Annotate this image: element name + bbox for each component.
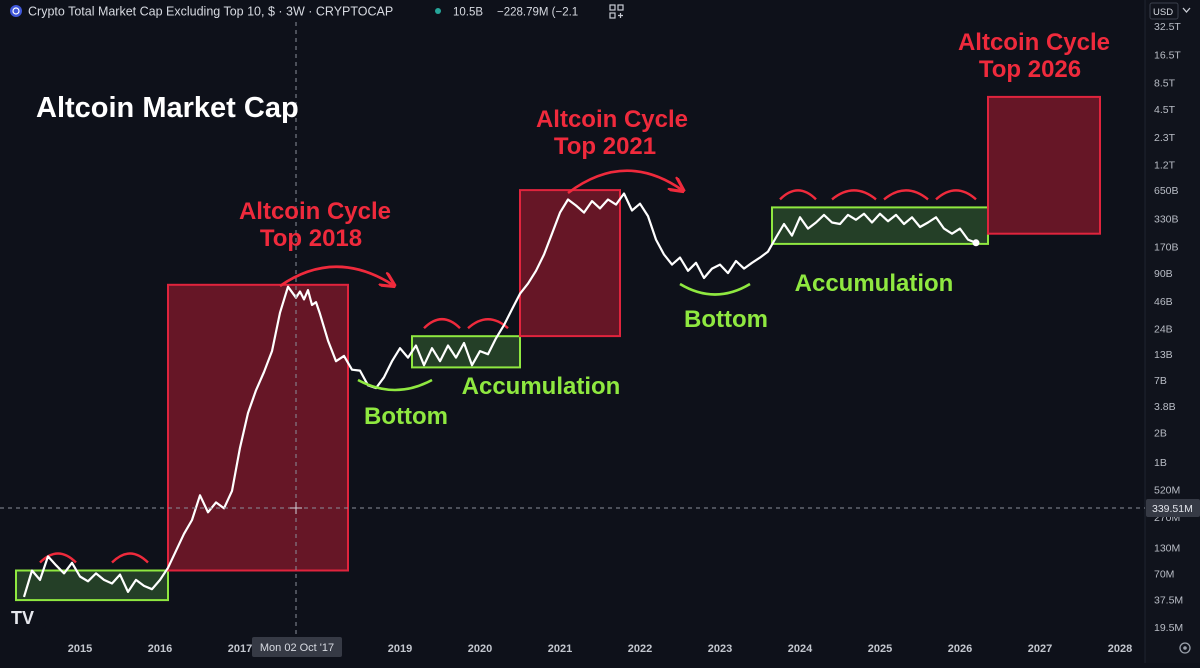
- y-tick-label: 330B: [1154, 214, 1179, 226]
- cycle-arc: [423, 318, 461, 330]
- label-accumulation-2: Accumulation: [795, 270, 954, 297]
- x-tick-label: 2027: [1028, 643, 1052, 655]
- last-price-dot: [972, 239, 980, 247]
- x-tick-label: 2024: [788, 643, 813, 655]
- y-tick-label: 2B: [1154, 428, 1167, 440]
- x-tick-label: 2019: [388, 643, 412, 655]
- crosshair-price-box: [1146, 499, 1200, 517]
- indicators-icon[interactable]: [609, 4, 624, 19]
- y-tick-label: 170B: [1154, 241, 1179, 253]
- cycle-arc: [39, 552, 77, 564]
- tradingview-logo: TV: [8, 607, 46, 629]
- label-top-2021-line1: Altcoin Cycle: [536, 106, 688, 133]
- cycle-arc: [935, 189, 977, 201]
- x-axis: 2015201620172018201920202021202220232024…: [68, 643, 1132, 655]
- zones-layer: [15, 95, 1101, 602]
- market-status-dot: [435, 8, 441, 14]
- y-tick-label: 46B: [1154, 296, 1173, 308]
- bottom-arc-1: [357, 378, 433, 392]
- last-value: 10.5B: [453, 7, 483, 19]
- cycle-arc: [883, 189, 929, 201]
- x-tick-label: 2028: [1108, 643, 1132, 655]
- crosshair-cursor-icon: [290, 502, 302, 514]
- label-top-2018-line2: Top 2018: [260, 225, 362, 252]
- y-tick-label: 520M: [1154, 484, 1180, 496]
- currency-label: USD: [1153, 7, 1173, 18]
- y-tick-label: 1.2T: [1154, 159, 1176, 171]
- currency-button[interactable]: [1149, 2, 1179, 20]
- y-tick-label: 1B: [1154, 457, 1167, 469]
- y-tick-label: 70M: [1154, 568, 1174, 580]
- cycle-arc: [111, 552, 149, 564]
- cycle-top-zone: [167, 283, 349, 572]
- arcs-layer: [39, 189, 977, 564]
- label-bottom-2: Bottom: [684, 306, 768, 333]
- x-tick-label: 2026: [948, 643, 972, 655]
- x-tick-label: 2025: [868, 643, 892, 655]
- y-tick-label: 4.5T: [1154, 104, 1176, 116]
- label-bottom-1: Bottom: [364, 403, 448, 430]
- chevron-down-icon[interactable]: [1182, 7, 1191, 13]
- y-tick-label: 3.8B: [1154, 401, 1176, 413]
- line-layer: [22, 192, 980, 598]
- accumulation-zone: [411, 335, 521, 369]
- cycle-arc: [779, 189, 817, 201]
- y-tick-label: 7B: [1154, 375, 1167, 387]
- x-tick-label: 2022: [628, 643, 652, 655]
- y-tick-label: 24B: [1154, 324, 1173, 336]
- cycle-arc: [831, 189, 877, 201]
- y-tick-label: 16.5T: [1154, 49, 1181, 61]
- y-tick-label: 90B: [1154, 268, 1173, 280]
- x-tick-label: 2015: [68, 643, 92, 655]
- y-tick-label: 13B: [1154, 349, 1173, 361]
- arrow-top-2021: [567, 169, 682, 195]
- y-tick-label: 19.5M: [1154, 622, 1183, 634]
- x-tick-label: 2016: [148, 643, 172, 655]
- price-scale-panel[interactable]: [1145, 0, 1200, 663]
- cycle-top-zone: [519, 189, 621, 338]
- y-tick-label: 2.3T: [1154, 132, 1176, 144]
- label-top-2021-line2: Top 2021: [554, 133, 656, 160]
- symbol-logo-ring: [12, 7, 20, 15]
- label-top-2026-line2: Top 2026: [979, 56, 1081, 83]
- y-tick-label: 650B: [1154, 185, 1179, 197]
- crosshair-price-label: 339.51M: [1152, 503, 1193, 515]
- bottom-arc-2: [679, 282, 751, 296]
- change-value: −228.79M (−2.1: [497, 7, 578, 19]
- y-tick-label: 32.5T: [1154, 21, 1181, 33]
- cycle-top-zone: [987, 95, 1101, 235]
- label-top-2018-line1: Altcoin Cycle: [239, 198, 391, 225]
- x-tick-label: 2023: [708, 643, 732, 655]
- symbol-title[interactable]: Crypto Total Market Cap Excluding Top 10…: [28, 5, 393, 19]
- label-top-2026-line1: Altcoin Cycle: [958, 29, 1110, 56]
- symbol-logo-icon[interactable]: [10, 5, 22, 17]
- y-tick-label: 8.5T: [1154, 77, 1176, 89]
- tradingview-logo-text: TV: [11, 608, 34, 628]
- label-accumulation-1: Accumulation: [462, 373, 621, 400]
- x-tick-label: 2020: [468, 643, 492, 655]
- x-tick-label: 2021: [548, 643, 572, 655]
- arrow-top-2018: [279, 265, 393, 286]
- x-tick-label: 2017: [228, 643, 252, 655]
- y-tick-label: 130M: [1154, 542, 1180, 554]
- price-line: [22, 192, 977, 598]
- crosshair-date-box: [252, 637, 342, 657]
- y-tick-label: 37.5M: [1154, 595, 1183, 607]
- crosshair-date-label: Mon 02 Oct '17: [260, 642, 334, 654]
- gear-icon[interactable]: [1179, 642, 1191, 654]
- chart-title: Altcoin Market Cap: [36, 92, 299, 124]
